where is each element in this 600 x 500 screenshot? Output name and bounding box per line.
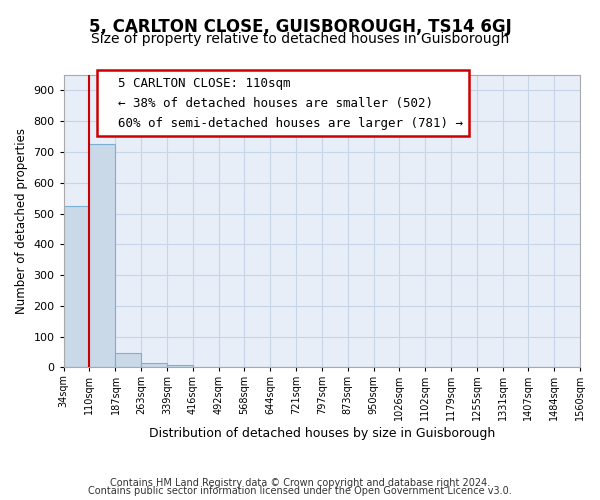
Bar	[167, 365, 193, 368]
Bar	[115, 353, 141, 368]
Text: Contains public sector information licensed under the Open Government Licence v3: Contains public sector information licen…	[88, 486, 512, 496]
Text: 5, CARLTON CLOSE, GUISBOROUGH, TS14 6GJ: 5, CARLTON CLOSE, GUISBOROUGH, TS14 6GJ	[89, 18, 511, 36]
Text: Size of property relative to detached houses in Guisborough: Size of property relative to detached ho…	[91, 32, 509, 46]
Bar	[89, 144, 115, 368]
Bar	[64, 206, 89, 368]
X-axis label: Distribution of detached houses by size in Guisborough: Distribution of detached houses by size …	[149, 427, 495, 440]
Y-axis label: Number of detached properties: Number of detached properties	[15, 128, 28, 314]
Text: Contains HM Land Registry data © Crown copyright and database right 2024.: Contains HM Land Registry data © Crown c…	[110, 478, 490, 488]
Bar	[141, 363, 167, 368]
Text: 5 CARLTON CLOSE: 110sqm
  ← 38% of detached houses are smaller (502)
  60% of se: 5 CARLTON CLOSE: 110sqm ← 38% of detache…	[103, 76, 463, 130]
